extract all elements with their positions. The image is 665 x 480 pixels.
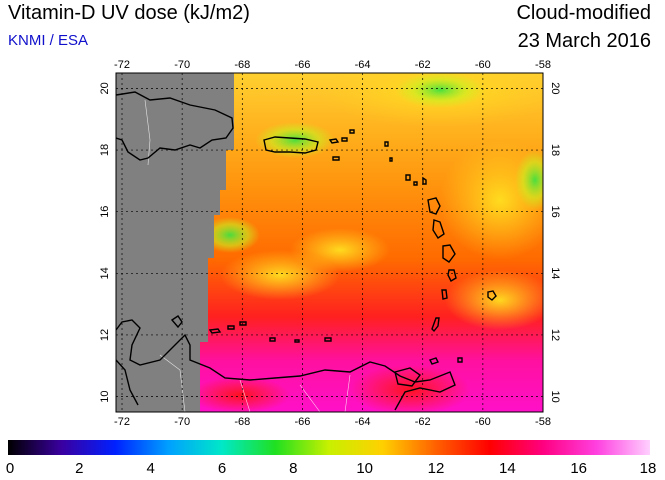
lon-tick-label-bottom: -58 [535,416,551,428]
lat-tick-label-right: 12 [549,329,561,341]
lat-tick-label-left: 12 [99,329,111,341]
lon-tick-label-bottom: -62 [415,416,431,428]
colorbar-tick-label: 16 [570,460,587,477]
lat-tick-label-right: 16 [549,206,561,218]
lat-tick-label-left: 18 [99,144,111,156]
lat-tick-label-right: 14 [549,267,561,279]
lon-tick-label-bottom: -72 [114,416,130,428]
lon-tick-label-top: -72 [114,59,130,71]
lat-tick-label-left: 10 [99,390,111,402]
lon-tick-label-bottom: -70 [174,416,190,428]
colorbar-tick-label: 10 [356,460,373,477]
colorbar-tick-label: 2 [75,460,84,477]
map-title: Vitamin-D UV dose (kJ/m2) [8,2,250,24]
lon-tick-label-top: -66 [294,59,310,71]
colorbar-tick-label: 14 [498,460,516,477]
lat-tick-label-right: 18 [549,144,561,156]
graticule [116,73,544,412]
lon-tick-label-bottom: -66 [294,416,310,428]
lon-tick-label-bottom: -68 [234,416,250,428]
lat-tick-label-right: 20 [549,82,561,94]
uv-field [116,73,543,412]
lat-tick-label-left: 20 [99,82,111,94]
date-label: 23 March 2016 [517,30,651,52]
lon-tick-label-top: -64 [355,59,371,71]
lon-tick-label-top: -70 [174,59,190,71]
lon-tick-label-bottom: -60 [475,416,491,428]
lat-tick-label-left: 14 [99,267,111,279]
mode-label: Cloud-modified [516,2,651,24]
map-frame [115,72,544,413]
colorbar-tick-label: 6 [217,460,227,477]
lon-tick-label-top: -62 [415,59,431,71]
colorbar-tick-label: 12 [427,460,445,477]
coastlines [116,91,497,411]
credit-label: KNMI / ESA [8,32,89,49]
lon-tick-label-top: -68 [234,59,250,71]
colorbar-tick-label: 4 [146,460,155,477]
colorbar-tick-label: 18 [639,460,657,477]
lon-tick-label-bottom: -64 [355,416,371,428]
lat-tick-label-right: 10 [549,390,561,402]
colorbar-tick-label: 8 [289,460,298,477]
lon-tick-label-top: -60 [475,59,491,71]
lon-tick-label-top: -58 [535,59,551,71]
lat-tick-label-left: 16 [99,206,111,218]
colorbar [8,440,650,455]
colorbar-tick-label: 0 [5,460,15,477]
